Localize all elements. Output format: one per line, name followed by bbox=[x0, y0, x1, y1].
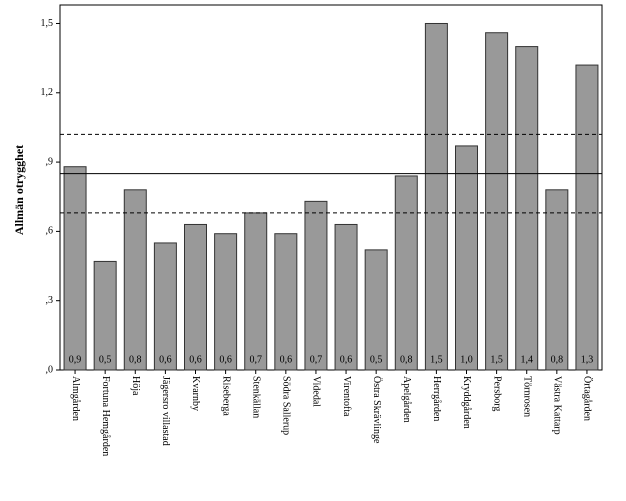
bar bbox=[334, 223, 358, 371]
bar bbox=[394, 175, 418, 371]
bar bbox=[485, 32, 509, 371]
y-tick-label: ,6 bbox=[46, 226, 54, 237]
bar bbox=[63, 166, 87, 371]
x-tick-label: Höja bbox=[130, 376, 141, 396]
value-label: 1,3 bbox=[581, 354, 594, 365]
value-label: 0,8 bbox=[129, 354, 142, 365]
bar bbox=[184, 223, 207, 371]
value-label: 0,6 bbox=[219, 354, 232, 365]
x-tick-label: Södra Sallerup bbox=[281, 376, 292, 435]
value-label: 0,6 bbox=[159, 354, 172, 365]
x-tick-label: Örtagården bbox=[582, 376, 594, 421]
bar bbox=[455, 145, 478, 371]
x-tick-label: Herrgården bbox=[431, 376, 442, 421]
bar bbox=[214, 233, 238, 371]
x-tick-label: Västra Kattarp bbox=[552, 376, 563, 435]
x-tick-label: Riseberga bbox=[220, 376, 231, 416]
x-tick-label: Kryddgården bbox=[461, 376, 472, 429]
x-tick-label: Almgården bbox=[70, 376, 81, 421]
x-tick-label: Östra Skrävlinge bbox=[371, 376, 383, 444]
y-tick-label: ,9 bbox=[46, 156, 54, 167]
x-tick-label: Fortuna Hemgården bbox=[100, 376, 111, 456]
x-tick-label: Kvarnby bbox=[190, 376, 201, 411]
y-tick-label: 1,2 bbox=[41, 87, 54, 98]
x-tick-label: Virentofta bbox=[341, 376, 352, 417]
bar bbox=[123, 189, 147, 371]
value-label: 0,9 bbox=[69, 354, 82, 365]
plot-frame bbox=[59, 4, 603, 371]
x-tick-label: Jägersro villastad bbox=[160, 376, 171, 446]
value-label: 1,4 bbox=[520, 354, 533, 365]
x-tick-label: Stenkällan bbox=[250, 376, 261, 418]
x-tick-label: Apelgården bbox=[401, 376, 412, 423]
value-label: 1,0 bbox=[460, 354, 473, 365]
value-label: 0,6 bbox=[340, 354, 353, 365]
value-label: 0,7 bbox=[249, 354, 262, 365]
value-label: 1,5 bbox=[490, 354, 503, 365]
bar bbox=[545, 189, 569, 371]
bar bbox=[304, 200, 328, 371]
x-tick-label: Persborg bbox=[491, 376, 502, 411]
bar bbox=[364, 249, 388, 371]
bar bbox=[515, 46, 539, 371]
value-label: 0,6 bbox=[189, 354, 202, 365]
value-label: 0,5 bbox=[370, 354, 383, 365]
value-label: 0,5 bbox=[99, 354, 112, 365]
bar bbox=[424, 22, 448, 371]
bar bbox=[153, 242, 177, 371]
y-tick-label: ,3 bbox=[46, 295, 54, 306]
value-label: 0,6 bbox=[280, 354, 293, 365]
bar bbox=[575, 64, 599, 371]
value-label: 0,7 bbox=[310, 354, 323, 365]
value-label: 0,8 bbox=[551, 354, 564, 365]
x-tick-label: Törnrosen bbox=[521, 376, 532, 417]
x-tick-label: Videdal bbox=[311, 376, 322, 407]
y-tick-label: 1,5 bbox=[41, 18, 54, 29]
bar bbox=[274, 233, 298, 371]
y-tick-label: ,0 bbox=[46, 364, 54, 375]
y-axis-title: Allmän otrygghet bbox=[12, 145, 26, 235]
value-label: 0,8 bbox=[400, 354, 413, 365]
bar bbox=[244, 212, 268, 371]
value-label: 1,5 bbox=[430, 354, 443, 365]
